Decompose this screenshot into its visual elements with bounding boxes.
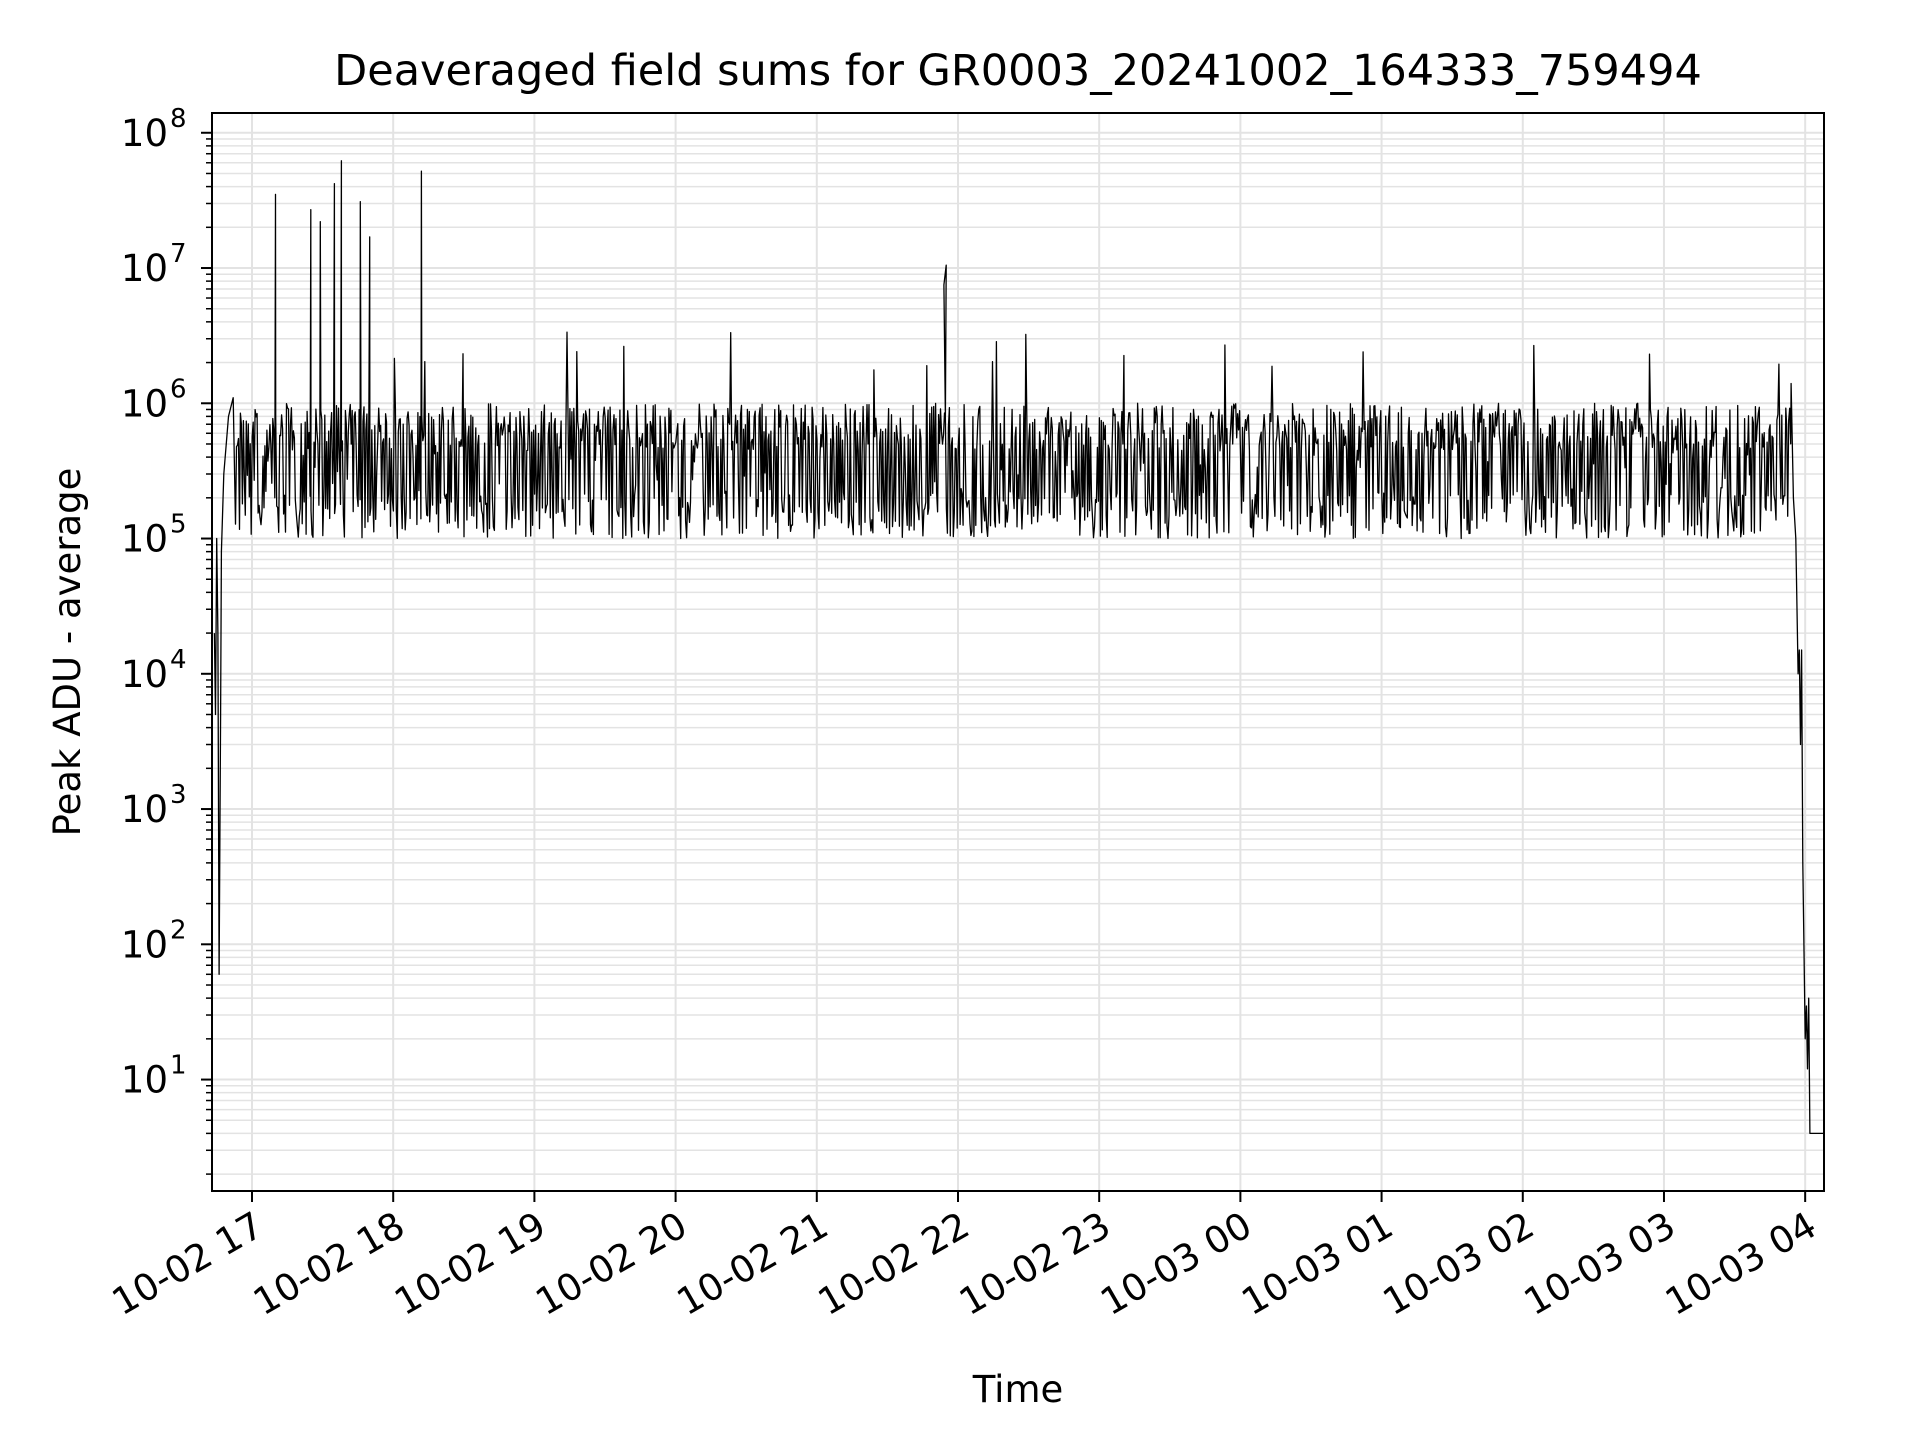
x-axis-label: Time (972, 1368, 1064, 1411)
y-tick-label-exponent: 4 (170, 645, 187, 675)
y-tick-label: 10 (121, 112, 168, 155)
series-line (213, 160, 1824, 1135)
y-tick-label: 10 (121, 247, 168, 290)
y-tick-label-exponent: 3 (170, 780, 187, 810)
y-tick-label-exponent: 5 (170, 510, 187, 540)
grid (212, 113, 1824, 1191)
y-tick-label: 10 (121, 788, 168, 831)
y-tick-label: 10 (121, 923, 168, 966)
axes-frame (211, 112, 1825, 1192)
y-tick-label-exponent: 1 (170, 1051, 187, 1081)
y-tick-label-exponent: 8 (170, 104, 187, 134)
y-tick-label-exponent: 2 (170, 915, 187, 945)
y-tick-label: 10 (121, 382, 168, 425)
y-tick-label-exponent: 7 (170, 239, 187, 269)
y-tick-label-exponent: 6 (170, 374, 187, 404)
chart-title: Deaveraged field sums for GR0003_2024100… (334, 46, 1702, 96)
y-tick-label: 10 (121, 1059, 168, 1102)
y-axis-label: Peak ADU - average (46, 468, 89, 837)
y-tick-label: 10 (121, 518, 168, 561)
y-tick-label: 10 (121, 653, 168, 696)
